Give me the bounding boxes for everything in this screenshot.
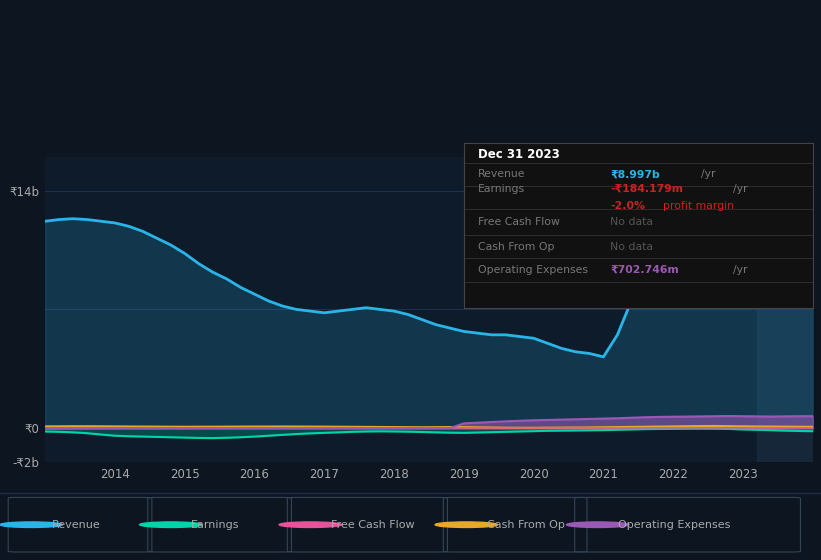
Circle shape — [0, 522, 62, 528]
Circle shape — [435, 522, 498, 528]
Text: Earnings: Earnings — [191, 520, 240, 530]
Text: Dec 31 2023: Dec 31 2023 — [478, 148, 560, 161]
Text: -2.0%: -2.0% — [610, 200, 645, 211]
Text: Free Cash Flow: Free Cash Flow — [331, 520, 415, 530]
Text: profit margin: profit margin — [663, 200, 734, 211]
Text: ₹8.997b: ₹8.997b — [610, 169, 660, 179]
Text: Earnings: Earnings — [478, 184, 525, 194]
Text: /yr: /yr — [732, 265, 747, 275]
Text: Revenue: Revenue — [478, 169, 525, 179]
Text: Operating Expenses: Operating Expenses — [618, 520, 731, 530]
Text: Cash From Op: Cash From Op — [487, 520, 565, 530]
Circle shape — [140, 522, 202, 528]
Text: Operating Expenses: Operating Expenses — [478, 265, 588, 275]
Text: Revenue: Revenue — [52, 520, 100, 530]
Text: /yr: /yr — [732, 184, 747, 194]
Text: Cash From Op: Cash From Op — [478, 242, 554, 252]
Text: No data: No data — [610, 217, 654, 227]
Text: /yr: /yr — [701, 169, 716, 179]
Text: No data: No data — [610, 242, 654, 252]
Bar — [757, 157, 821, 462]
Text: Free Cash Flow: Free Cash Flow — [478, 217, 560, 227]
Circle shape — [279, 522, 342, 528]
Text: -₹184.179m: -₹184.179m — [610, 184, 683, 194]
Text: ₹702.746m: ₹702.746m — [610, 265, 679, 275]
Circle shape — [566, 522, 629, 528]
